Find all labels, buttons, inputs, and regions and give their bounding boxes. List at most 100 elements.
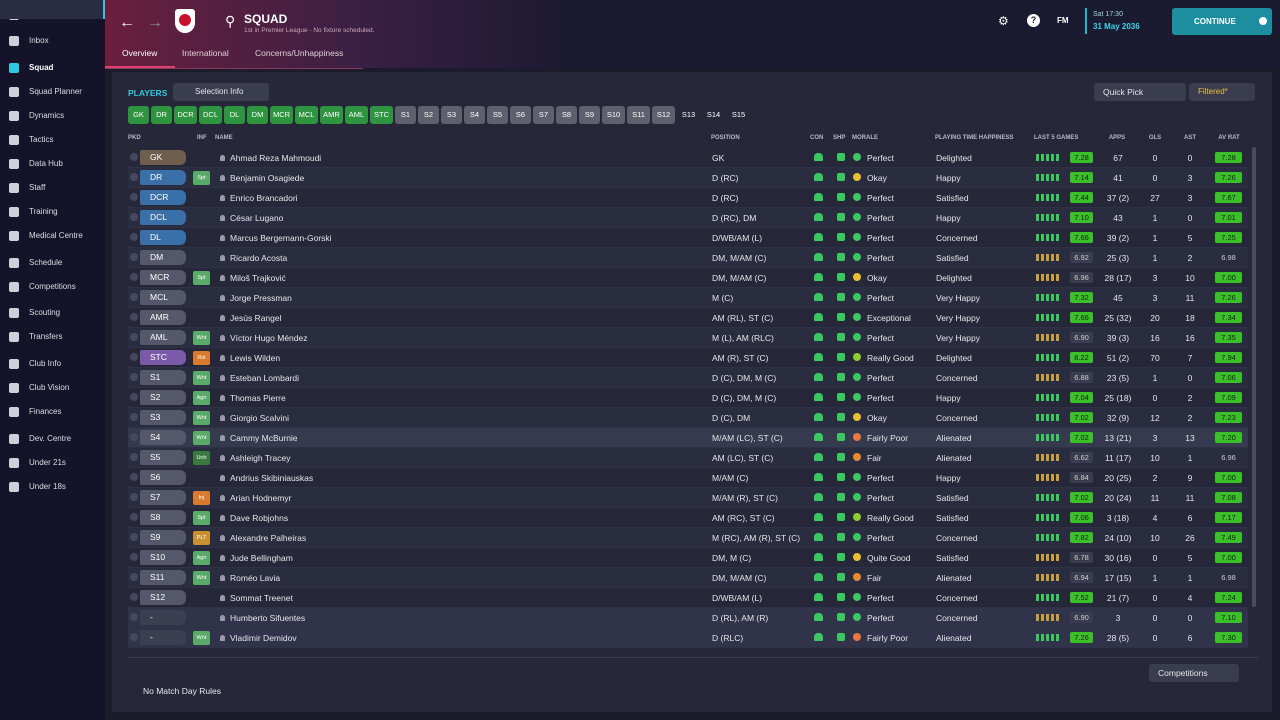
table-row[interactable]: S2 Agn Thomas Pierre D (C), DM, M (C) Perfec…	[128, 388, 1248, 408]
pkd-selector[interactable]: S8	[140, 510, 186, 525]
filter-button[interactable]: Filtered*	[1189, 83, 1255, 101]
pkd-selector[interactable]: S7	[140, 490, 186, 505]
scrollbar[interactable]	[1252, 147, 1256, 607]
pkd-selector[interactable]: S6	[140, 470, 186, 485]
pkd-selector[interactable]: DCR	[140, 190, 186, 205]
player-name[interactable]: Cammy McBurnie	[230, 433, 298, 443]
pkd-selector[interactable]: GK	[140, 150, 186, 165]
player-name[interactable]: Humberto Sifuentes	[230, 613, 306, 623]
player-name[interactable]: Enrico Brancadori	[230, 193, 298, 203]
player-name[interactable]: Jesús Rangel	[230, 313, 282, 323]
match-day-rules[interactable]: No Match Day Rules	[143, 686, 221, 696]
pkd-selector[interactable]: AML	[140, 330, 186, 345]
tab[interactable]: International	[182, 48, 229, 58]
pkd-selector[interactable]: AMR	[140, 310, 186, 325]
table-row[interactable]: DCR Enrico Brancadori D (RC) Perfect Satisfi…	[128, 188, 1248, 208]
pkd-selector[interactable]: S10	[140, 550, 186, 565]
column-header[interactable]: NAME	[215, 135, 233, 141]
table-row[interactable]: DCL César Lugano D (RC), DM Perfect Happy 7.1…	[128, 208, 1248, 228]
table-row[interactable]: AMR Jesús Rangel AM (RL), ST (C) Exceptiona…	[128, 308, 1248, 328]
position-filter[interactable]: S14	[706, 110, 721, 119]
nav-item[interactable]: Staff	[29, 183, 46, 192]
table-row[interactable]: S8 Spt Dave Robjohns AM (RC), ST (C) Really …	[128, 508, 1248, 528]
table-row[interactable]: DR Spt Benjamin Osagiede D (RC) Okay Happy 7.1…	[128, 168, 1248, 188]
player-name[interactable]: Ricardo Acosta	[230, 253, 288, 263]
player-name[interactable]: Miloš Trajković	[230, 273, 286, 283]
nav-item[interactable]: Competitions	[29, 282, 76, 291]
nav-item[interactable]: Medical Centre	[29, 231, 83, 240]
nav-item[interactable]: Club Info	[29, 359, 62, 368]
position-filter[interactable]: AMR	[320, 106, 343, 124]
position-filter[interactable]: S13	[681, 110, 696, 119]
player-name[interactable]: Lewis Wilden	[230, 353, 281, 363]
nav-item[interactable]: Finances	[29, 407, 62, 416]
position-filter[interactable]: AML	[345, 106, 368, 124]
player-name[interactable]: Jorge Pressman	[230, 293, 292, 303]
player-name[interactable]: César Lugano	[230, 213, 284, 223]
position-filter[interactable]: S11	[627, 106, 650, 124]
player-name[interactable]: Thomas Pierre	[230, 393, 286, 403]
column-header[interactable]: AV RAT	[1218, 135, 1240, 141]
tab[interactable]: Concerns/Unhappiness	[255, 48, 344, 58]
table-row[interactable]: S5 Unh Ashleigh Tracey AM (LC), ST (C) Fair A…	[128, 448, 1248, 468]
nav-item[interactable]: Tactics	[29, 135, 54, 144]
nav-item[interactable]: Training	[29, 207, 58, 216]
position-filter[interactable]: STC	[370, 106, 393, 124]
forward-button[interactable]: →	[147, 14, 163, 31]
table-row[interactable]: S3 Wnt Giorgio Scalvini D (C), DM Okay Concer…	[128, 408, 1248, 428]
table-row[interactable]: - Humberto Sifuentes D (RL), AM (R) Perfect…	[128, 608, 1248, 628]
pkd-selector[interactable]: MCL	[140, 290, 186, 305]
table-row[interactable]: AML Wnt Víctor Hugo Méndez M (L), AM (RLC) P…	[128, 328, 1248, 348]
position-filter[interactable]: DCR	[174, 106, 197, 124]
tab[interactable]: Overview	[122, 48, 158, 58]
pkd-selector[interactable]: -	[140, 610, 186, 625]
nav-item[interactable]: Under 18s	[29, 482, 66, 491]
player-name[interactable]: Benjamin Osagiede	[230, 173, 305, 183]
pkd-selector[interactable]: S11	[140, 570, 186, 585]
position-filter[interactable]: S2	[418, 106, 439, 124]
position-filter[interactable]: S1	[395, 106, 416, 124]
position-filter[interactable]: S5	[487, 106, 508, 124]
pkd-selector[interactable]: -	[140, 630, 186, 645]
nav-item[interactable]: Data Hub	[29, 159, 63, 168]
player-name[interactable]: Alexandre Palheiras	[230, 533, 307, 543]
position-filter[interactable]: DCL	[199, 106, 222, 124]
position-filter[interactable]: S7	[533, 106, 554, 124]
table-row[interactable]: S4 Wnt Cammy McBurnie M/AM (LC), ST (C) Fair…	[128, 428, 1248, 448]
table-row[interactable]: S10 Agn Jude Bellingham DM, M (C) Quite Good…	[128, 548, 1248, 568]
pkd-selector[interactable]: STC	[140, 350, 186, 365]
pkd-selector[interactable]: S12	[140, 590, 186, 605]
pkd-selector[interactable]: DR	[140, 170, 186, 185]
position-filter[interactable]: DM	[247, 106, 268, 124]
continue-button[interactable]: CONTINUE	[1172, 8, 1272, 35]
column-header[interactable]: PLAYING TIME HAPPINESS	[935, 135, 1014, 141]
table-row[interactable]: S9 PLT Alexandre Palheiras M (RC), AM (R), …	[128, 528, 1248, 548]
position-filter[interactable]: S9	[579, 106, 600, 124]
player-name[interactable]: Giorgio Scalvini	[230, 413, 290, 423]
pkd-selector[interactable]: S3	[140, 410, 186, 425]
column-header[interactable]: SHP	[833, 135, 846, 141]
table-row[interactable]: DM Ricardo Acosta DM, M/AM (C) Perfect Satis…	[128, 248, 1248, 268]
player-name[interactable]: Arian Hodnemyr	[230, 493, 292, 503]
player-name[interactable]: Ahmad Reza Mahmoudi	[230, 153, 322, 163]
quick-pick-button[interactable]: Quick Pick	[1094, 83, 1186, 101]
player-name[interactable]: Jude Bellingham	[230, 553, 293, 563]
nav-item[interactable]: Scouting	[29, 308, 61, 317]
table-row[interactable]: GK Ahmad Reza Mahmoudi GK Perfect Delighted 7…	[128, 148, 1248, 168]
pkd-selector[interactable]: S1	[140, 370, 186, 385]
pkd-selector[interactable]: S5	[140, 450, 186, 465]
player-name[interactable]: Víctor Hugo Méndez	[230, 333, 308, 343]
table-row[interactable]: DL Marcus Bergemann-Gorski D/WB/AM (L) Perf…	[128, 228, 1248, 248]
position-filter[interactable]: S4	[464, 106, 485, 124]
table-row[interactable]: S6 Andrius Skibiniauskas M/AM (C) Perfect Ha…	[128, 468, 1248, 488]
position-filter[interactable]: MCL	[295, 106, 318, 124]
nav-item[interactable]: Club Vision	[29, 383, 70, 392]
back-button[interactable]: ←	[119, 14, 135, 31]
selection-info-button[interactable]: Selection Info	[173, 83, 269, 101]
column-header[interactable]: APPS	[1108, 135, 1126, 141]
position-filter[interactable]: GK	[128, 106, 149, 124]
column-header[interactable]: LAST 5 GAMES	[1034, 135, 1079, 141]
table-row[interactable]: S11 Wnt Roméo Lavia DM, M/AM (C) Fair Alienat…	[128, 568, 1248, 588]
column-header[interactable]: AST	[1184, 135, 1196, 141]
column-header[interactable]: CON	[810, 135, 824, 141]
